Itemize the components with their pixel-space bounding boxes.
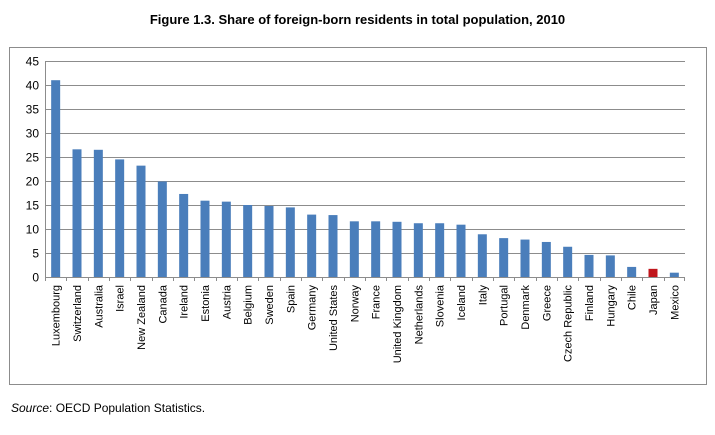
x-tick-label: Chile (627, 285, 639, 310)
bar (605, 255, 615, 277)
x-tick-label: Israel (115, 285, 127, 312)
bar (456, 224, 466, 277)
y-tick-label: 45 (26, 55, 40, 69)
x-tick-label: Japan (648, 285, 660, 315)
x-tick-label: Czech Republic (563, 285, 575, 363)
bar (115, 159, 125, 277)
bar (584, 254, 594, 277)
x-tick-label: Belgium (243, 285, 255, 325)
x-tick-label: Australia (93, 284, 105, 328)
x-tick-label: Netherlands (413, 285, 425, 345)
bar (435, 223, 445, 277)
source-text: : OECD Population Statistics. (49, 401, 206, 415)
y-tick-label: 40 (26, 79, 40, 93)
x-tick-label: Portugal (499, 285, 511, 326)
bar (541, 241, 551, 277)
x-tick-label: Greece (541, 285, 553, 321)
x-tick-label: Spain (285, 285, 297, 313)
bar (307, 214, 317, 277)
bar (349, 221, 359, 277)
y-tick-label: 10 (26, 223, 40, 237)
y-tick-label: 25 (26, 151, 40, 165)
x-tick-label: Finland (584, 285, 596, 321)
bar (179, 193, 189, 277)
chart-title: Figure 1.3. Share of foreign-born reside… (149, 12, 566, 27)
bar (72, 149, 82, 277)
y-tick-label: 15 (26, 199, 40, 213)
x-tick-label: New Zealand (136, 285, 148, 350)
x-tick-label: Denmark (520, 285, 532, 330)
bar (200, 200, 210, 277)
x-tick-label: Hungary (605, 285, 617, 327)
x-tick-label: Austria (221, 284, 233, 319)
bar (520, 239, 530, 277)
source-note: Source: OECD Population Statistics. (11, 401, 205, 415)
bar (221, 201, 231, 277)
x-tick-label: France (371, 285, 383, 319)
y-tick-label: 5 (32, 247, 39, 261)
x-tick-label: United Kingdom (392, 285, 404, 363)
bar (563, 246, 573, 277)
bar (499, 238, 509, 277)
x-tick-label: Canada (157, 284, 169, 323)
bar (264, 205, 274, 277)
bar (93, 149, 103, 277)
y-tick-label: 20 (26, 175, 40, 189)
x-tick-label: United States (328, 285, 340, 352)
x-tick-label: Ireland (179, 285, 191, 319)
bar (157, 181, 167, 277)
bar (413, 223, 423, 277)
x-tick-label: Switzerland (72, 285, 84, 342)
bar (285, 207, 295, 277)
bar (51, 80, 61, 277)
bar (328, 215, 338, 277)
bar (669, 272, 679, 277)
x-tick-label: Germany (307, 285, 319, 331)
source-label: Source (11, 401, 50, 415)
bar (627, 266, 637, 277)
x-tick-label: Italy (477, 285, 489, 306)
bar (243, 205, 253, 277)
bar (392, 221, 402, 277)
x-tick-label: Slovenia (435, 284, 447, 327)
y-tick-label: 0 (32, 271, 39, 285)
bar (477, 234, 487, 277)
x-tick-label: Luxembourg (51, 285, 63, 346)
x-tick-label: Mexico (669, 285, 681, 320)
y-tick-label: 30 (26, 127, 40, 141)
x-tick-label: Sweden (264, 285, 276, 325)
y-tick-label: 35 (26, 103, 40, 117)
x-tick-label: Estonia (200, 284, 212, 322)
x-tick-label: Iceland (456, 285, 468, 320)
plot-frame (9, 47, 707, 385)
bar (371, 221, 381, 277)
x-tick-label: Norway (349, 285, 361, 323)
bar (136, 165, 146, 277)
bar (648, 268, 658, 277)
